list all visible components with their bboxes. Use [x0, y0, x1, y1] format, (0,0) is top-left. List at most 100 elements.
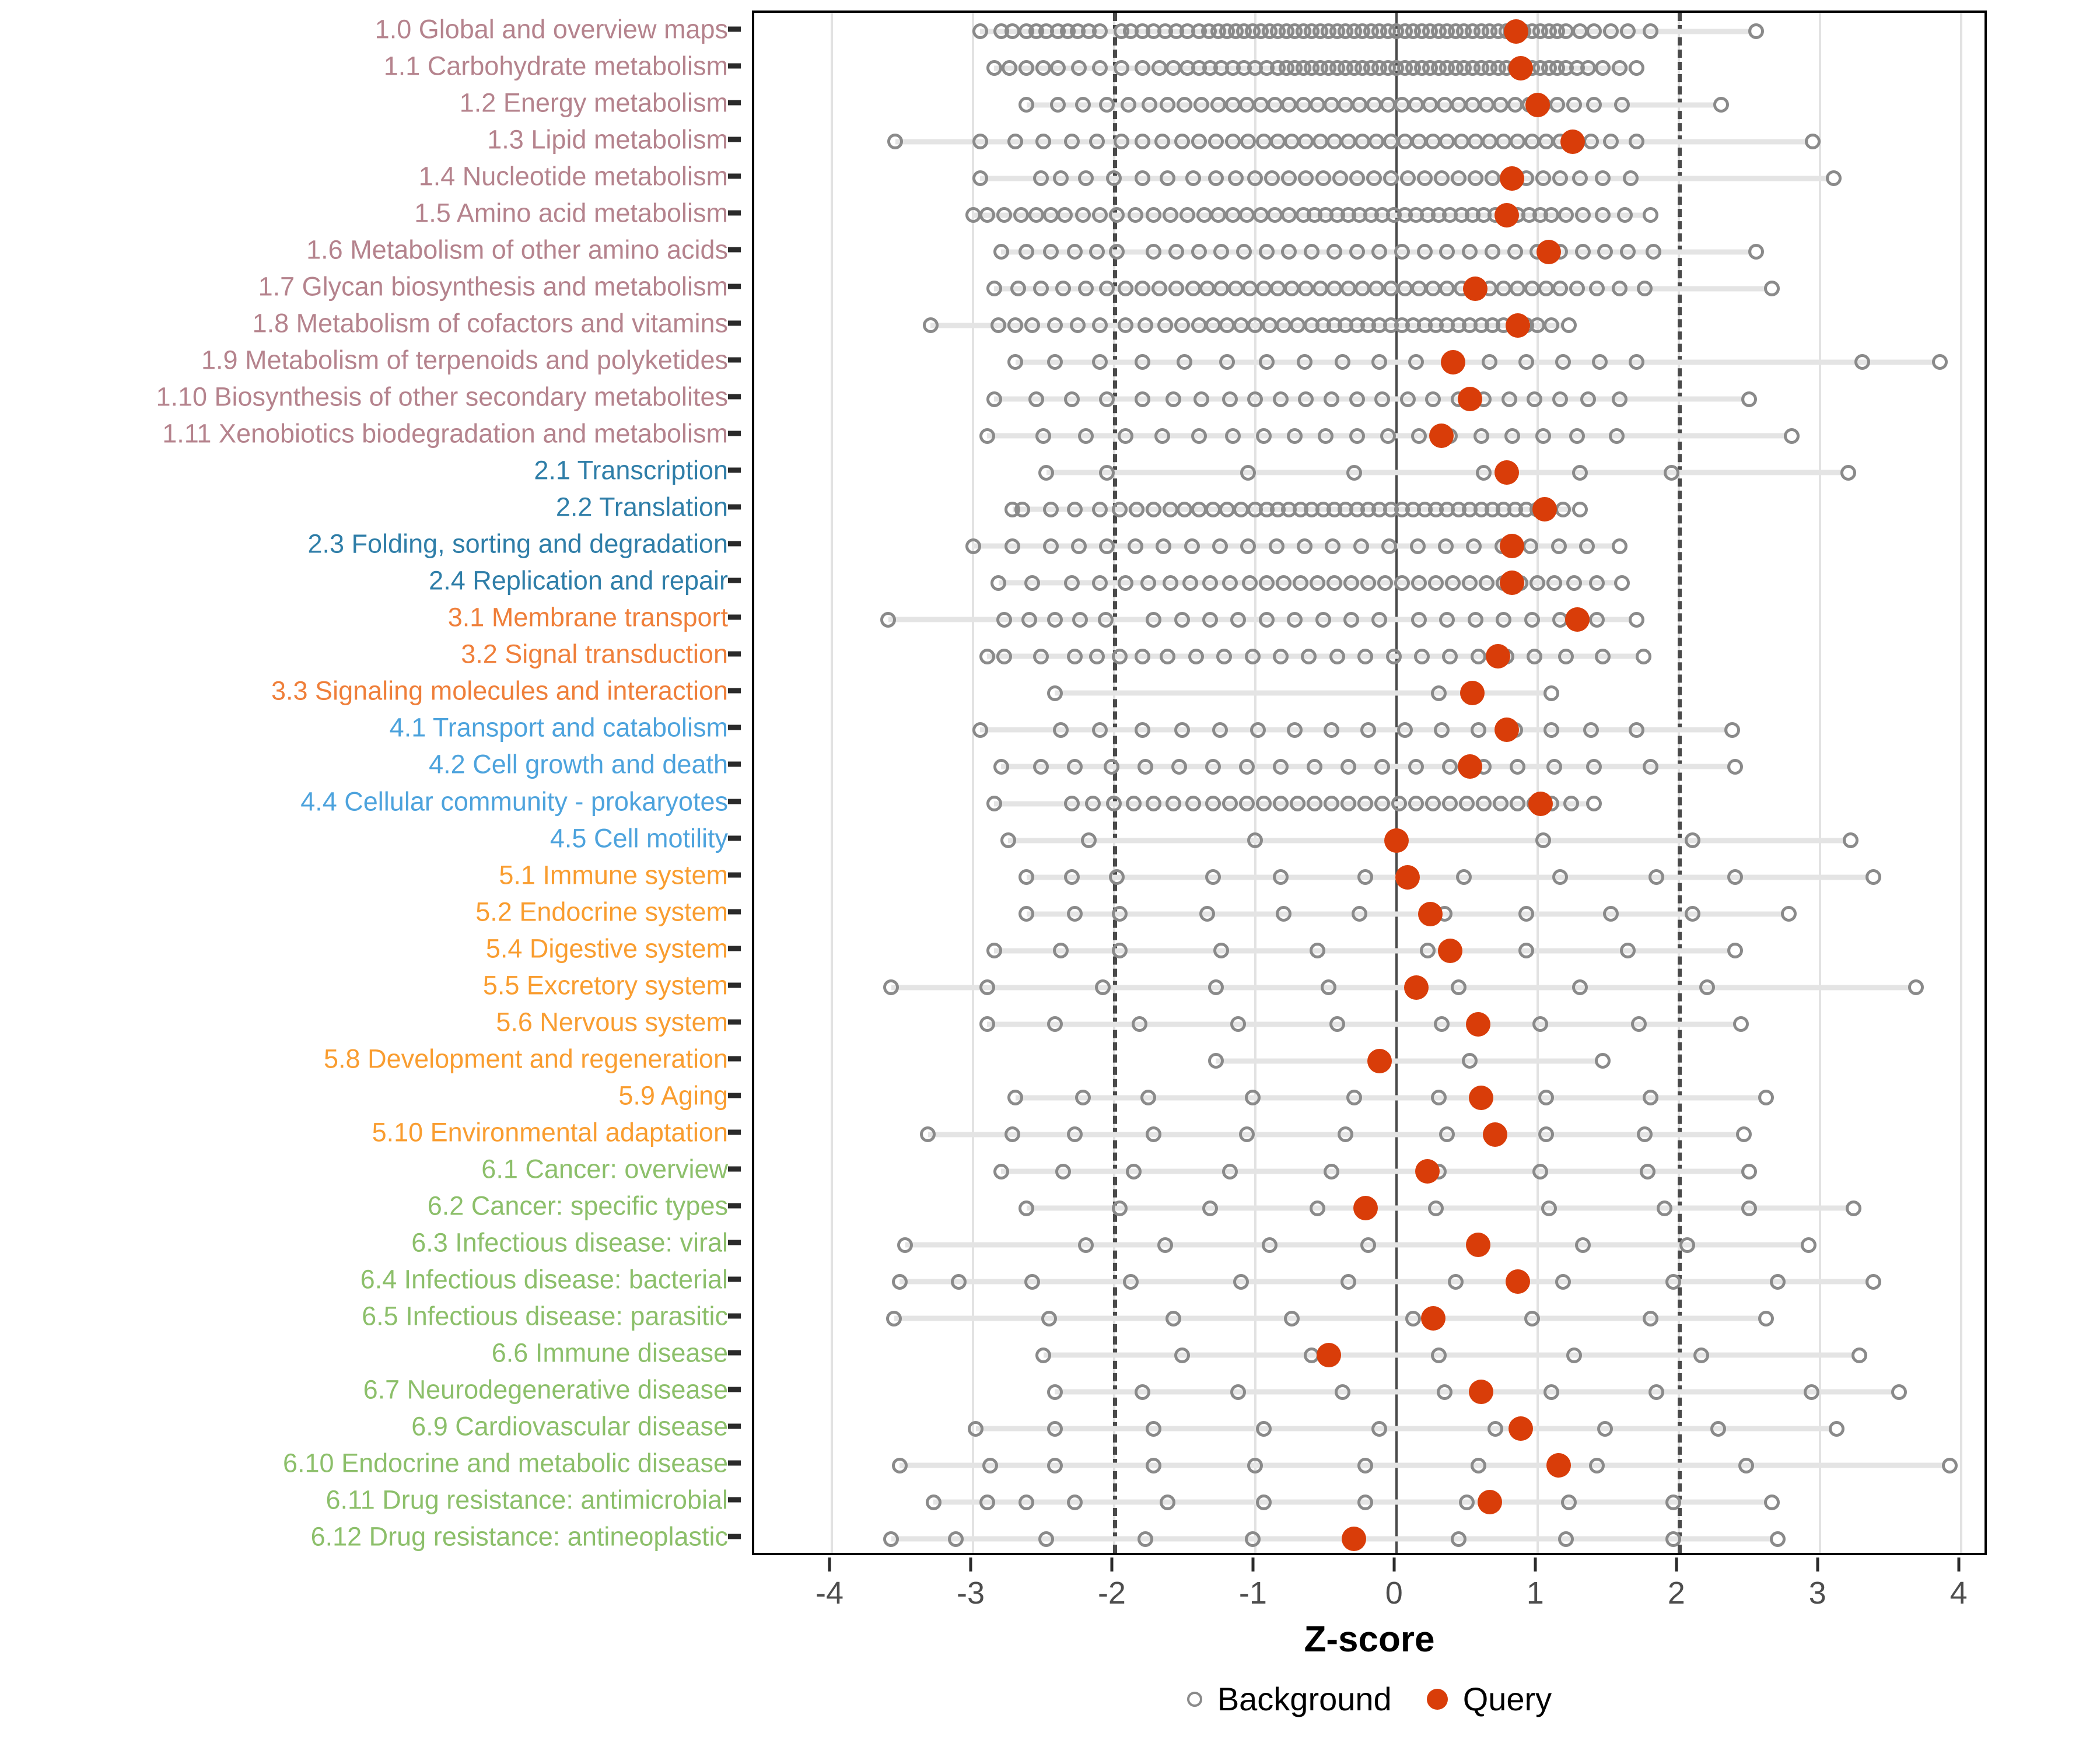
query-point[interactable] [1415, 1159, 1440, 1184]
background-point [1028, 391, 1045, 407]
background-point [1005, 1126, 1021, 1143]
background-point [1439, 134, 1455, 150]
background-point [1326, 281, 1342, 297]
query-point[interactable] [1494, 202, 1519, 228]
background-point [1450, 170, 1466, 187]
background-point [986, 943, 1002, 959]
background-point [1620, 943, 1636, 959]
query-point[interactable] [1494, 718, 1519, 743]
background-point [1264, 170, 1280, 187]
query-point[interactable] [1316, 1343, 1341, 1368]
query-point[interactable] [1508, 55, 1533, 80]
query-point[interactable] [1460, 681, 1485, 706]
background-point [1097, 611, 1114, 628]
row-rule [900, 1462, 1945, 1468]
background-point [1484, 244, 1500, 260]
background-point [1267, 97, 1283, 113]
background-point [1109, 244, 1125, 260]
data-points-layer [754, 13, 1985, 1553]
query-point[interactable] [1469, 1085, 1493, 1110]
query-point[interactable] [1486, 644, 1511, 669]
query-point[interactable] [1395, 864, 1420, 890]
background-point [1371, 244, 1388, 260]
background-point [1261, 317, 1278, 334]
background-point [1583, 134, 1600, 150]
background-point [1019, 906, 1035, 922]
background-point [1741, 1163, 1758, 1180]
background-point [1066, 648, 1083, 664]
query-point[interactable] [1463, 276, 1488, 301]
background-point [1035, 134, 1052, 150]
y-axis-category-label: 1.11 Xenobiotics biodegradation and meta… [162, 418, 728, 449]
background-point [1168, 244, 1184, 260]
background-point [1332, 170, 1348, 187]
background-point [1538, 1126, 1554, 1143]
background-point [1428, 575, 1444, 591]
background-point [1648, 1384, 1664, 1400]
query-point[interactable] [1494, 460, 1519, 485]
query-point[interactable] [1483, 1122, 1508, 1147]
query-point[interactable] [1367, 1048, 1392, 1073]
query-point[interactable] [1508, 1416, 1533, 1441]
query-point[interactable] [1418, 901, 1443, 926]
background-point [1459, 796, 1475, 812]
query-point[interactable] [1429, 424, 1454, 449]
background-point [1281, 170, 1297, 187]
query-point[interactable] [1457, 754, 1482, 779]
query-point[interactable] [1500, 166, 1525, 191]
query-point[interactable] [1469, 1380, 1493, 1405]
background-point [1518, 906, 1534, 922]
query-point[interactable] [1532, 497, 1557, 522]
background-point [1380, 428, 1396, 444]
query-point[interactable] [1457, 387, 1482, 411]
query-point[interactable] [1505, 1269, 1530, 1294]
background-point [1530, 575, 1546, 591]
query-point[interactable] [1500, 534, 1525, 559]
background-point [1230, 611, 1247, 628]
background-point [1042, 207, 1059, 223]
query-point[interactable] [1353, 1196, 1378, 1221]
y-axis-category-label: 6.2 Cancer: specific types [427, 1191, 728, 1221]
query-point[interactable] [1560, 129, 1586, 154]
query-point[interactable] [1466, 1233, 1491, 1258]
background-point [1188, 648, 1204, 664]
query-point[interactable] [1477, 1490, 1502, 1515]
x-axis-tick-label: 4 [1950, 1576, 1968, 1611]
query-point[interactable] [1546, 1453, 1572, 1478]
query-point[interactable] [1466, 1012, 1491, 1037]
query-point[interactable] [1384, 828, 1409, 853]
background-point [1628, 354, 1644, 370]
background-point [1103, 758, 1119, 775]
background-point [1205, 869, 1221, 886]
background-point [1298, 391, 1314, 407]
background-point [1205, 317, 1221, 334]
background-point [1238, 796, 1255, 812]
background-point [1524, 1310, 1540, 1326]
query-point[interactable] [1437, 938, 1462, 963]
legend-item-query[interactable]: Query [1426, 1680, 1552, 1718]
query-point[interactable] [1342, 1527, 1367, 1552]
background-point [1425, 391, 1441, 407]
query-point[interactable] [1505, 313, 1530, 338]
query-point[interactable] [1525, 92, 1550, 117]
background-point [1425, 281, 1441, 297]
query-point[interactable] [1500, 570, 1525, 596]
legend-item-background[interactable]: Background [1186, 1680, 1392, 1718]
background-point [1185, 796, 1201, 812]
background-point [1405, 1310, 1422, 1326]
background-point [991, 575, 1007, 591]
query-point[interactable] [1404, 975, 1429, 1000]
background-point [1208, 1053, 1224, 1069]
query-point[interactable] [1536, 239, 1562, 264]
background-point [1396, 722, 1413, 738]
background-point [1013, 207, 1029, 223]
query-point[interactable] [1420, 1306, 1446, 1331]
query-point[interactable] [1528, 791, 1553, 816]
background-point [1240, 538, 1256, 554]
query-point[interactable] [1440, 349, 1465, 374]
query-point[interactable] [1564, 607, 1590, 632]
background-point [1099, 97, 1115, 113]
query-point[interactable] [1504, 19, 1529, 44]
background-point [1168, 281, 1184, 297]
background-point [1566, 575, 1583, 591]
